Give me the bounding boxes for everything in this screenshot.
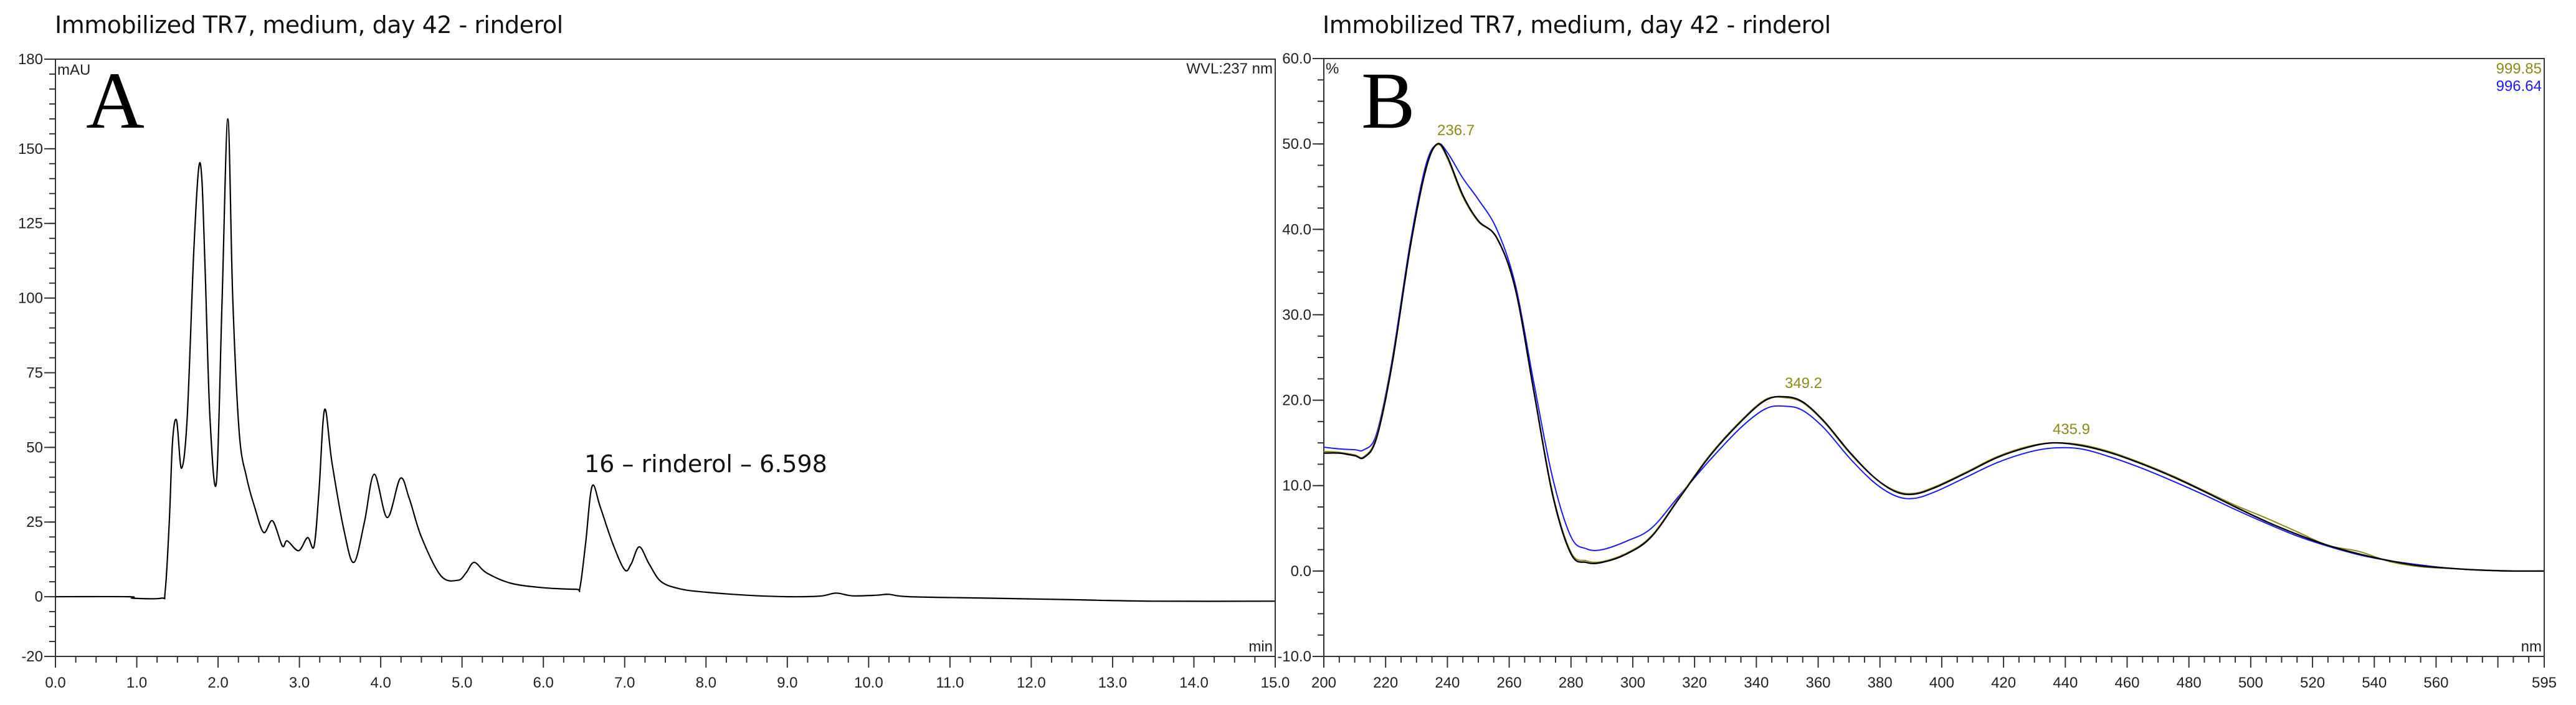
x-tick-label: 400: [1929, 674, 1954, 691]
chart-b-y-unit: %: [1326, 60, 1339, 77]
y-tick-label: 100: [18, 290, 43, 307]
peak-label: 435.9: [2053, 421, 2090, 438]
y-tick-label: 60.0: [1282, 50, 1311, 67]
chart-a-x-axis: 0.0 1.0 2.0 3.0 4.0 5.0 6.0 7.0 8.0 9.0 10.0 11.0 12…: [45, 656, 1290, 691]
x-tick-label: 560: [2423, 674, 2448, 691]
y-tick-label: -10.0: [1277, 648, 1311, 665]
x-tick-label: 4.0: [370, 674, 391, 691]
chart-a-y-axis: -20 0 25 50 75 100 125 150 180: [18, 51, 55, 665]
match-value-1: 999.85: [2496, 60, 2542, 77]
y-tick-label: 75: [26, 364, 43, 381]
x-tick-label: 8.0: [696, 674, 716, 691]
x-tick-label: 200: [1311, 674, 1336, 691]
x-tick-label: 280: [1559, 674, 1584, 691]
x-tick-label: 9.0: [777, 674, 797, 691]
x-tick-label: 320: [1682, 674, 1707, 691]
x-tick-label: 7.0: [614, 674, 635, 691]
y-tick-label: 10.0: [1282, 478, 1311, 494]
x-tick-label: 14.0: [1179, 674, 1209, 691]
y-tick-label: 0: [35, 589, 43, 605]
x-tick-label: 360: [1805, 674, 1830, 691]
chart-a-x-unit: min: [1248, 638, 1273, 655]
x-tick-label: 2.0: [207, 674, 228, 691]
chart-b-x-unit: nm: [2521, 638, 2542, 655]
chromatogram-trace: [55, 118, 1276, 602]
x-tick-label: 1.0: [126, 674, 147, 691]
y-tick-label: 30.0: [1282, 306, 1311, 323]
y-tick-label: 20.0: [1282, 392, 1311, 409]
y-tick-label: 180: [18, 51, 43, 68]
chart-b-title: Immobilized TR7, medium, day 42 - rinder…: [1323, 11, 1831, 39]
x-tick-label: 595: [2532, 674, 2557, 691]
chart-b-uv-spectrum: -10.00.010.020.030.040.050.060.0 200 220 2…: [1277, 50, 2557, 691]
y-tick-label: 40.0: [1282, 221, 1311, 238]
x-tick-label: 5.0: [452, 674, 472, 691]
x-tick-label: 3.0: [289, 674, 310, 691]
x-tick-label: 240: [1435, 674, 1460, 691]
x-tick-label: 480: [2177, 674, 2202, 691]
x-tick-label: 15.0: [1261, 674, 1290, 691]
peak-label: 236.7: [1437, 122, 1475, 139]
chart-a-chromatogram: -20 0 25 50 75 100 125 150 180 0.0 1.0 2.0 3.0 4.0 5.…: [18, 51, 1290, 691]
spectrum-trace-2: [1323, 143, 2545, 572]
x-tick-label: 13.0: [1098, 674, 1128, 691]
y-tick-label: 125: [18, 215, 43, 232]
panel-letter-b: B: [1361, 56, 1415, 146]
peak-labels: 236.7 349.2 435.9: [1437, 122, 2090, 438]
y-tick-label: 50.0: [1282, 136, 1311, 153]
x-tick-label: 540: [2362, 674, 2387, 691]
x-tick-label: 300: [1620, 674, 1645, 691]
chart-a-frame: [55, 59, 1276, 657]
rinderol-peak-annotation: 16 – rinderol – 6.598: [584, 450, 827, 478]
spectrum-traces: [1323, 143, 2545, 572]
x-tick-label: 520: [2300, 674, 2325, 691]
match-value-2: 996.64: [2496, 78, 2542, 95]
chart-b-x-axis: 200 220 240 260 280 300 320 340 360 380 400 420 440 4…: [1311, 656, 2557, 691]
y-tick-label: 50: [26, 439, 43, 456]
panel-letter-a: A: [86, 56, 145, 146]
y-tick-label: 150: [18, 141, 43, 158]
spectrum-trace-1: [1323, 144, 2545, 572]
y-tick-label: 0.0: [1291, 563, 1311, 580]
chart-b-y-axis: -10.0 0.0 10.0 20.0 30.0 40.0 50.0 60.0: [1277, 50, 1324, 665]
chart-a-y-unit: mAU: [57, 62, 90, 78]
x-tick-label: 11.0: [936, 674, 964, 691]
y-tick-label: -20: [21, 648, 43, 665]
y-tick-label: 25: [26, 514, 43, 531]
x-tick-label: 380: [1868, 674, 1893, 691]
x-tick-label: 460: [2114, 674, 2139, 691]
x-tick-label: 420: [1991, 674, 2016, 691]
spectrum-trace-0: [1323, 143, 2545, 572]
x-tick-label: 220: [1373, 674, 1398, 691]
x-tick-label: 0.0: [45, 674, 65, 691]
x-tick-label: 6.0: [533, 674, 554, 691]
chart-a-title: Immobilized TR7, medium, day 42 - rinder…: [55, 11, 563, 39]
peak-label: 349.2: [1785, 375, 1822, 392]
x-tick-label: 260: [1497, 674, 1522, 691]
x-tick-label: 340: [1744, 674, 1769, 691]
x-tick-label: 440: [2053, 674, 2078, 691]
x-tick-label: 500: [2238, 674, 2263, 691]
chart-b-frame: [1323, 58, 2545, 657]
x-tick-label: 12.0: [1017, 674, 1046, 691]
wavelength-label: WVL:237 nm: [1186, 60, 1273, 77]
x-tick-label: 10.0: [854, 674, 883, 691]
